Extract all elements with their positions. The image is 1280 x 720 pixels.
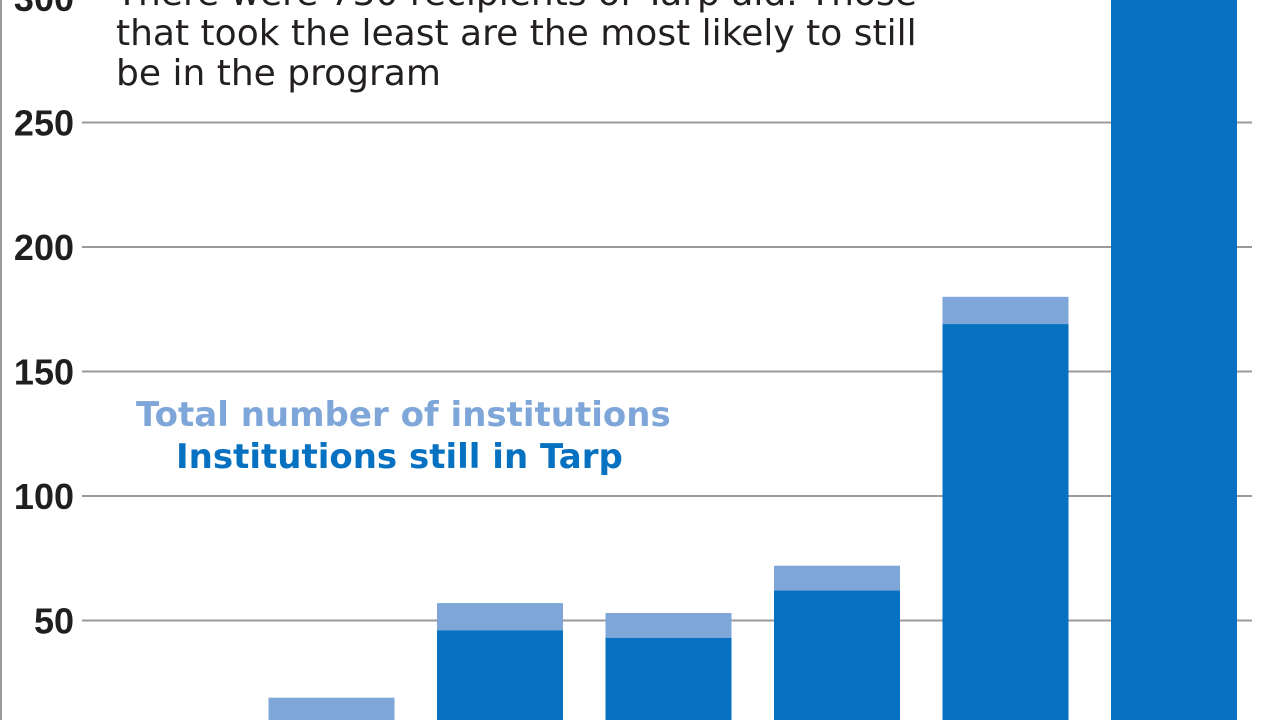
legend: Total number of institutions Institution… xyxy=(136,394,671,478)
y-tick-label-200: 200 xyxy=(14,227,74,268)
legend-total-institutions: Total number of institutions xyxy=(136,395,671,435)
y-tick-label-150: 150 xyxy=(14,352,74,393)
bar-still-in-tarp-7 xyxy=(1111,0,1237,720)
bar-still-in-tarp-6 xyxy=(942,324,1069,720)
y-tick-label-300: 300 xyxy=(14,0,74,19)
bar-still-in-tarp-4 xyxy=(605,637,732,720)
y-axis: 50 100 150 200 250 300 xyxy=(0,0,74,720)
bar-total-2 xyxy=(268,697,395,720)
chart-intro-text: There were 730 recipients of Tarp aid. T… xyxy=(116,0,917,94)
y-tick-label-50: 50 xyxy=(34,601,74,642)
bars xyxy=(268,0,1237,720)
y-tick-label-100: 100 xyxy=(14,476,74,517)
y-tick-label-250: 250 xyxy=(14,103,74,144)
bar-still-in-tarp-3 xyxy=(437,630,563,720)
bar-still-in-tarp-5 xyxy=(774,590,900,720)
legend-institutions-still-in-tarp: Institutions still in Tarp xyxy=(176,437,623,477)
